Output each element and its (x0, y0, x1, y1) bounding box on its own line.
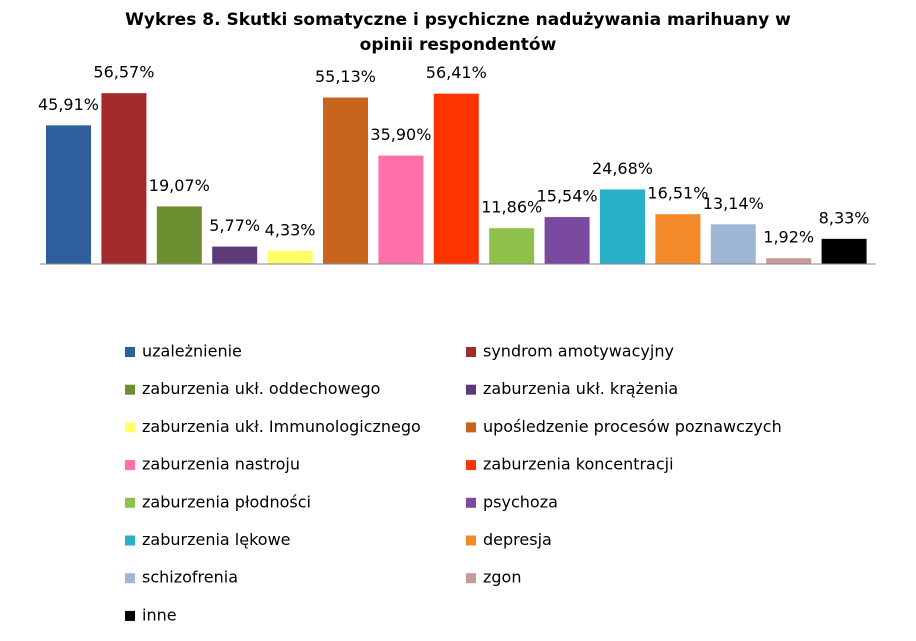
value-label: 24,68% (592, 159, 653, 178)
legend-swatch (466, 535, 476, 546)
legend-label: zaburzenia lękowe (142, 530, 291, 549)
value-label: 35,90% (370, 125, 431, 144)
value-label: 11,86% (481, 198, 542, 217)
value-label: 16,51% (647, 184, 708, 203)
value-label: 1,92% (763, 228, 814, 247)
value-label: 5,77% (209, 216, 260, 235)
legend-swatch (125, 384, 135, 395)
value-label: 45,91% (38, 95, 99, 114)
legend-swatch (466, 573, 476, 584)
legend-label: zaburzenia ukł. krążenia (483, 379, 678, 398)
legend-label: schizofrenia (142, 568, 238, 587)
legend-swatch (125, 573, 135, 584)
bar (544, 217, 590, 264)
legend-swatch (125, 535, 135, 546)
legend-swatch (125, 347, 135, 357)
value-label: 56,41% (426, 63, 487, 82)
legend-swatch (466, 422, 476, 433)
bar (655, 214, 701, 264)
bar (267, 250, 313, 264)
legend-label: psychoza (483, 492, 558, 511)
legend-swatch (125, 422, 135, 433)
legend-label: uzależnienie (142, 342, 242, 361)
bar (766, 258, 812, 264)
bar (489, 228, 535, 264)
value-label: 55,13% (315, 67, 376, 86)
legend-label: zaburzenia płodności (142, 492, 311, 511)
legend-swatch (466, 460, 476, 471)
bar (212, 246, 258, 264)
value-label: 8,33% (819, 208, 870, 227)
value-label: 15,54% (537, 187, 598, 206)
legend-label: zaburzenia ukł. Immunologicznego (142, 417, 421, 436)
legend-swatch (125, 610, 135, 621)
legend-label: inne (142, 605, 177, 624)
bar (433, 93, 479, 264)
legend-label: zaburzenia koncentracji (483, 455, 674, 474)
legend-swatch (125, 497, 135, 508)
legend-swatch (466, 384, 476, 395)
legend-label: syndrom amotywacyjny (483, 342, 674, 361)
bar (710, 224, 756, 264)
legend-swatch (466, 347, 476, 357)
bar (46, 125, 91, 264)
value-label: 13,14% (703, 194, 764, 213)
chart-title: Wykres 8. Skutki somatyczne i psychiczne… (125, 10, 791, 55)
bar (600, 189, 645, 264)
legend-label: zgon (483, 568, 521, 587)
bar (101, 93, 147, 264)
value-label: 19,07% (149, 176, 210, 195)
value-label: 4,33% (265, 220, 316, 239)
bar (323, 97, 368, 264)
legend-swatch (466, 497, 476, 508)
bar (156, 206, 202, 264)
bar (821, 238, 867, 264)
legend-label: zaburzenia ukł. oddechowego (142, 379, 380, 398)
legend-swatch (125, 460, 135, 471)
bar (378, 155, 424, 264)
legend-label: upośledzenie procesów poznawczych (483, 417, 782, 436)
legend-label: depresja (483, 530, 552, 549)
value-label: 56,57% (93, 63, 154, 82)
legend-label: zaburzenia nastroju (142, 455, 300, 474)
